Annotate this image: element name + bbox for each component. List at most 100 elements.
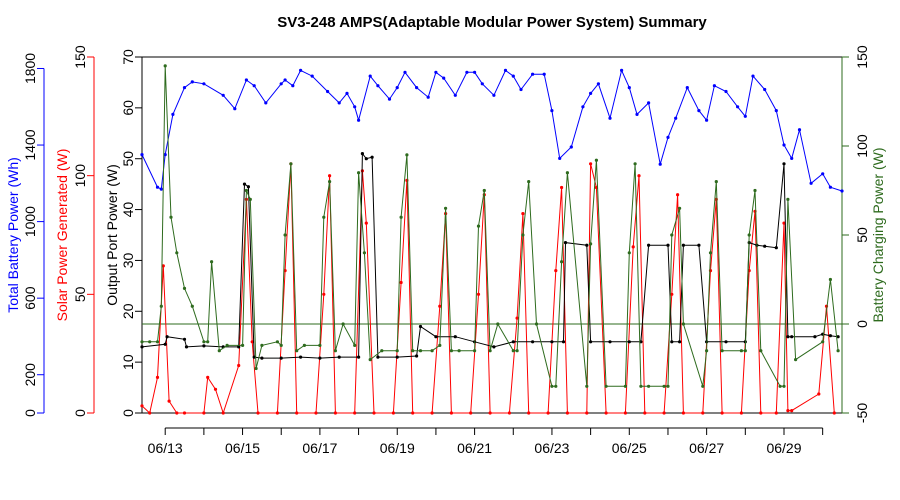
data-point (639, 384, 643, 388)
data-point (676, 193, 680, 197)
data-point (430, 411, 434, 415)
data-point (589, 340, 593, 344)
data-point (608, 340, 612, 344)
data-point (705, 118, 709, 122)
data-point (252, 355, 256, 359)
data-point (531, 340, 535, 344)
data-point (337, 355, 341, 359)
data-point (589, 91, 593, 95)
data-point (299, 355, 303, 359)
data-point (279, 343, 283, 347)
data-point (511, 349, 515, 353)
data-point (774, 109, 778, 113)
data-point (546, 411, 550, 415)
data-point (589, 242, 593, 246)
data-point (242, 182, 247, 186)
data-point (836, 349, 840, 353)
tick-label: 20 (120, 303, 136, 319)
data-point (364, 221, 368, 225)
data-point (515, 349, 519, 353)
data-point (449, 411, 453, 415)
data-point (666, 135, 670, 139)
data-point (743, 349, 747, 353)
tick-label: 70 (120, 49, 136, 65)
data-point (426, 95, 430, 99)
data-point (763, 244, 767, 248)
data-point (701, 384, 705, 388)
data-point (527, 411, 531, 415)
data-point (476, 224, 481, 228)
data-point (507, 411, 511, 415)
data-point (190, 80, 194, 84)
data-point (476, 292, 481, 296)
tick-label: 100 (854, 134, 870, 158)
tick-label: 06/29 (766, 440, 801, 456)
data-point (453, 93, 457, 97)
data-point (662, 411, 666, 415)
data-point (635, 112, 639, 116)
data-point (647, 384, 651, 388)
data-point (662, 384, 666, 388)
data-point (581, 105, 585, 109)
data-point (326, 89, 330, 94)
data-point (465, 70, 469, 74)
data-point (554, 384, 558, 388)
data-point (550, 109, 554, 113)
data-point (221, 411, 225, 415)
data-point (434, 335, 438, 339)
data-point (817, 392, 821, 396)
data-point (786, 335, 790, 339)
data-point (333, 349, 337, 353)
data-point (521, 212, 525, 216)
data-point (318, 343, 322, 347)
data-point (148, 411, 152, 415)
data-point (550, 340, 554, 344)
data-point (790, 335, 794, 339)
tick-label: 0 (854, 320, 870, 328)
data-point (821, 340, 825, 344)
data-point (828, 334, 833, 338)
data-point (405, 153, 409, 157)
data-point (260, 356, 264, 360)
data-point (782, 162, 786, 166)
data-point (264, 101, 268, 105)
data-point (362, 251, 366, 255)
data-point (697, 109, 701, 113)
data-point (148, 340, 152, 344)
tick-label: 10 (120, 354, 136, 370)
data-point (357, 355, 361, 359)
data-point (666, 243, 670, 247)
tick-label: 150 (854, 45, 870, 69)
data-point (395, 86, 399, 90)
data-point (596, 82, 601, 86)
data-point (836, 335, 840, 339)
data-point (275, 411, 279, 415)
data-point (786, 409, 790, 413)
data-point (295, 349, 299, 353)
data-point (418, 324, 423, 329)
data-point (778, 384, 782, 388)
data-point (515, 316, 519, 320)
data-point (561, 340, 566, 344)
data-point (291, 84, 295, 88)
data-point (565, 411, 570, 415)
data-point (434, 70, 438, 74)
data-point (182, 286, 187, 290)
plot-box (141, 56, 843, 414)
tick-label: 1800 (22, 53, 38, 84)
data-point (206, 375, 210, 379)
data-point (260, 343, 264, 347)
data-point (380, 349, 384, 353)
data-point (658, 162, 662, 166)
data-point (623, 384, 628, 388)
data-point (353, 411, 357, 415)
data-point (724, 89, 728, 94)
data-point (527, 180, 531, 184)
data-point (453, 335, 457, 339)
data-point (678, 340, 682, 344)
data-point (364, 157, 368, 161)
data-point (828, 185, 833, 189)
series-line (141, 68, 843, 192)
series-battery (140, 68, 844, 193)
